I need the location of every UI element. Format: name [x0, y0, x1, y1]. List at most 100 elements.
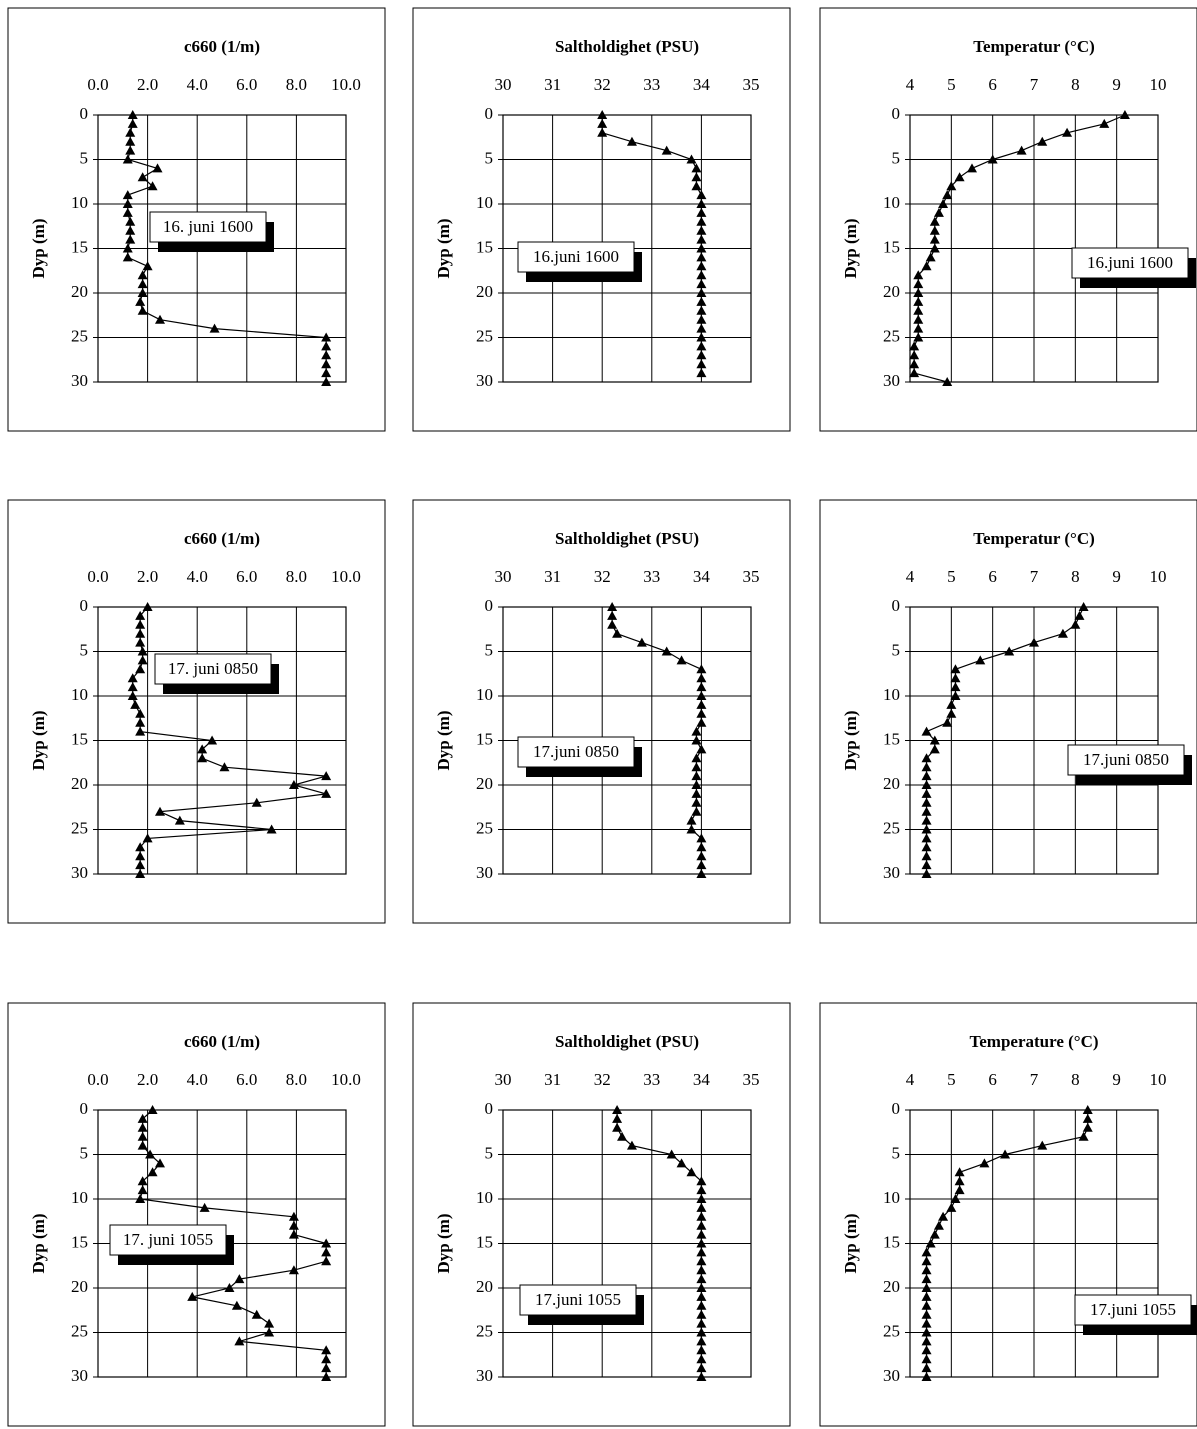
marker [921, 815, 932, 825]
marker [921, 1363, 932, 1373]
x-tick-label: 32 [594, 567, 611, 586]
marker [921, 1345, 932, 1355]
marker [155, 1158, 165, 1168]
marker [1078, 602, 1089, 611]
marker [1119, 110, 1130, 119]
marker [696, 1372, 707, 1381]
marker [597, 127, 608, 137]
marker [686, 824, 697, 834]
marker [950, 691, 961, 700]
panel-frame [819, 1002, 1197, 1427]
marker [921, 842, 932, 852]
marker [929, 1229, 940, 1239]
marker [135, 664, 146, 674]
panel-frame [819, 499, 1197, 924]
marker [145, 1149, 156, 1159]
x-tick-label: 6 [988, 75, 997, 94]
marker [696, 225, 707, 235]
marker [612, 628, 623, 638]
marker [1082, 1105, 1093, 1114]
y-axis-label: Dyp (m) [434, 219, 453, 279]
y-tick-label: 25 [883, 326, 900, 345]
x-tick-label: 4 [906, 1070, 915, 1089]
chart-panel: Saltholdighet (PSU) Dyp (m) 30 31 32 33 34 35 0 5… [412, 499, 791, 924]
panel-frame [7, 499, 386, 924]
marker [946, 1202, 957, 1212]
chart-panel: Saltholdighet (PSU) Dyp (m) 30 31 32 33 34 35 0 5… [412, 1002, 791, 1427]
marker [921, 762, 932, 772]
y-tick-label: 0 [892, 596, 901, 615]
x-tick-label: 6.0 [236, 567, 257, 586]
y-axis-label: Dyp (m) [29, 711, 48, 771]
marker [921, 1256, 932, 1266]
marker [321, 350, 332, 360]
marker [617, 1131, 628, 1141]
marker [921, 869, 932, 878]
marker [135, 637, 146, 647]
marker [946, 181, 957, 191]
marker [913, 332, 924, 342]
marker [135, 851, 146, 861]
marker [921, 1300, 932, 1310]
marker [122, 252, 133, 262]
marker [921, 1318, 932, 1328]
marker [933, 207, 944, 217]
marker [921, 1291, 932, 1301]
marker [691, 806, 702, 816]
marker [321, 788, 332, 798]
annotation-box [1074, 1294, 1192, 1326]
y-tick-label: 0 [485, 104, 494, 123]
marker [696, 234, 707, 244]
marker [135, 628, 146, 638]
marker [946, 708, 957, 718]
marker [691, 726, 702, 736]
x-tick-label: 8.0 [286, 75, 307, 94]
marker [135, 1194, 146, 1203]
x-tick-label: 4.0 [187, 567, 208, 586]
y-tick-label: 5 [80, 640, 89, 659]
marker [321, 368, 332, 378]
x-tick-label: 2.0 [137, 567, 158, 586]
marker [321, 359, 332, 369]
plot-frame [97, 606, 347, 875]
y-tick-label: 5 [485, 1143, 494, 1162]
y-tick-label: 25 [476, 1321, 493, 1340]
marker [691, 163, 702, 173]
marker [954, 1167, 965, 1177]
marker [913, 296, 924, 306]
x-tick-label: 9 [1112, 75, 1121, 94]
marker [929, 234, 940, 244]
y-tick-label: 30 [883, 863, 900, 882]
marker [696, 252, 707, 262]
y-tick-label: 30 [883, 1366, 900, 1385]
marker [147, 1105, 158, 1114]
marker [925, 1238, 936, 1248]
marker [137, 646, 148, 656]
marker [1000, 1149, 1011, 1159]
y-tick-label: 10 [71, 1188, 88, 1207]
marker [127, 118, 138, 128]
marker [676, 655, 687, 665]
y-tick-label: 10 [71, 685, 88, 704]
x-tick-label: 33 [643, 1070, 660, 1089]
chart-title: c660 (1/m) [184, 1032, 260, 1051]
marker [921, 797, 932, 807]
y-tick-label: 30 [883, 371, 900, 390]
x-tick-label: 34 [693, 1070, 711, 1089]
marker [696, 1327, 707, 1337]
y-tick-label: 10 [71, 193, 88, 212]
marker [1082, 1122, 1093, 1132]
y-tick-label: 10 [883, 1188, 900, 1207]
y-tick-label: 5 [80, 148, 89, 167]
marker [913, 314, 924, 324]
marker [921, 788, 932, 798]
marker [696, 842, 707, 852]
marker [251, 797, 262, 807]
marker [321, 771, 332, 781]
x-tick-label: 6 [988, 567, 997, 586]
y-tick-label: 0 [80, 104, 89, 123]
y-tick-label: 5 [892, 640, 901, 659]
x-tick-label: 30 [495, 1070, 512, 1089]
marker [666, 1149, 677, 1159]
marker [135, 708, 146, 718]
